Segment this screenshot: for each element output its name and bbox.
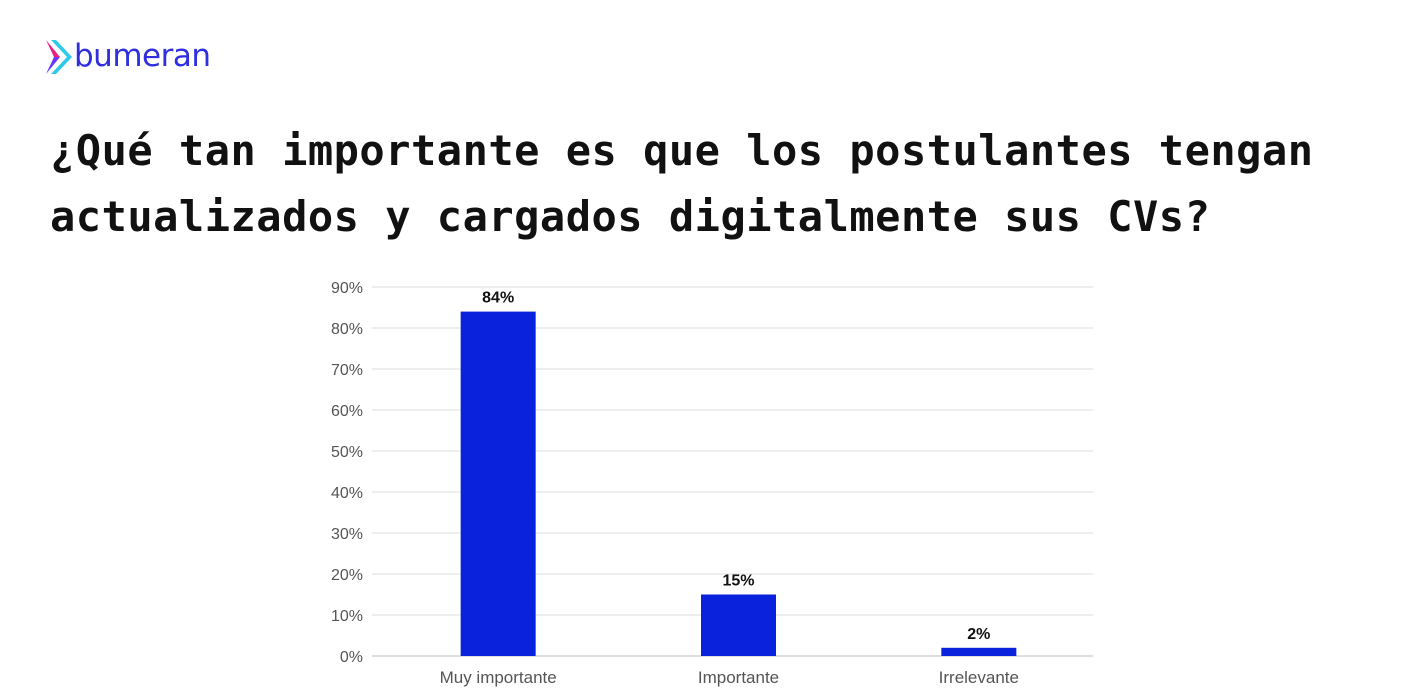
y-tick-label: 20%: [331, 567, 363, 584]
y-tick-label: 30%: [331, 526, 363, 543]
page-title: ¿Qué tan importante es que los postulant…: [50, 118, 1314, 250]
y-tick-label: 0%: [340, 649, 363, 666]
brand-logo: bumeran: [42, 36, 211, 78]
data-label: 84%: [482, 290, 514, 307]
data-labels: 84% 15% 2%: [482, 290, 990, 643]
y-tick-label: 50%: [331, 444, 363, 461]
bars: [460, 311, 1017, 656]
y-axis-ticks: 0% 10% 20% 30% 40% 50% 60% 70% 80% 90%: [331, 280, 363, 666]
boomerang-chevron-icon: [46, 40, 72, 74]
page-title-line-1: ¿Qué tan importante es que los postulant…: [50, 126, 1314, 175]
y-tick-label: 10%: [331, 608, 363, 625]
y-tick-label: 90%: [331, 280, 363, 297]
y-tick-label: 80%: [331, 321, 363, 338]
y-tick-label: 70%: [331, 362, 363, 379]
bar: [701, 594, 776, 656]
y-tick-label: 40%: [331, 485, 363, 502]
bar: [460, 311, 536, 656]
data-label: 15%: [722, 573, 754, 590]
bar: [941, 647, 1017, 656]
x-tick-label: Muy importante: [440, 668, 557, 687]
brand-name: bumeran: [74, 37, 211, 74]
data-label: 2%: [967, 626, 990, 643]
y-tick-label: 60%: [331, 403, 363, 420]
x-tick-label: Importante: [698, 668, 779, 687]
page-title-line-2: actualizados y cargados digitalmente sus…: [50, 192, 1211, 241]
x-tick-label: Irrelevante: [939, 668, 1019, 687]
x-axis-ticks: Muy importante Importante Irrelevante: [440, 668, 1019, 687]
